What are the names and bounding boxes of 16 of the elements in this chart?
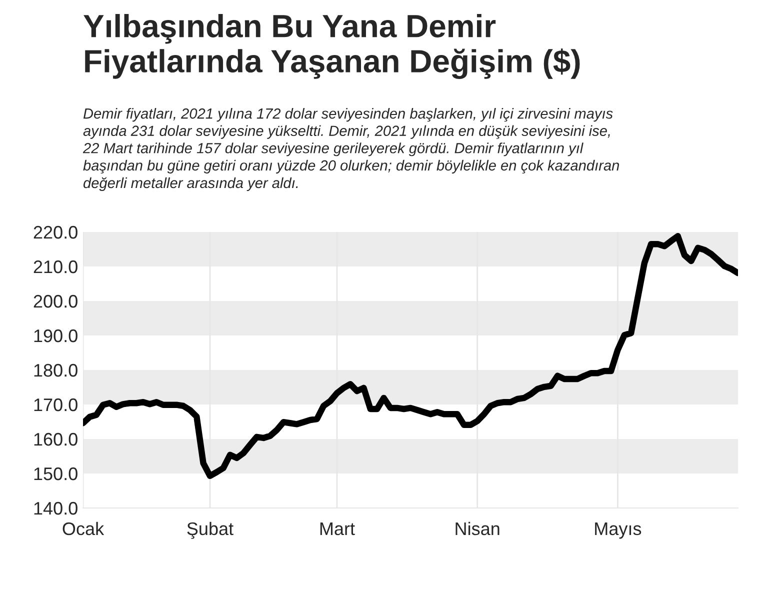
y-tick-label: 200.0 [34,294,78,308]
y-tick-label: 220.0 [34,226,78,239]
chart-subtitle: Demir fiyatları, 2021 yılına 172 dolar seviyesinden başlarken, yıl içi zirvesini mayıs ayında 231 dolar seviyesine yükseltti. Demir, 2021 yılında en düşük seviyesini ise, 22 Mart tarihinde 157 dolar seviyesine gerileyerek gördü. Demir fiyatlarının yıl başından bu güne getiri oranı yüzde 20 olurken; demir böylelikle en çok kazandıran değerli metaller arasında yer aldı. [82,108,620,192]
y-tick-label: 190.0 [34,329,78,342]
x-tick-label: Ocak [62,522,104,536]
x-tick-label: Mart [320,522,355,536]
y-tick-label: 150.0 [34,467,78,480]
y-tick-label: 170.0 [34,398,78,412]
y-tick-label: 160.0 [34,432,78,446]
chart-title: Yılbaşından Bu Yana Demir Fiyatlarında Yaşanan Değişim ($) [84,14,580,79]
x-tick-label: Nisan [456,522,500,536]
y-tick-label: 140.0 [34,502,78,515]
x-tick-label: Mayıs [595,522,642,539]
y-tick-label: 210.0 [34,260,78,274]
y-tick-label: 180.0 [34,364,78,377]
x-tick-label: Şubat [187,522,234,539]
